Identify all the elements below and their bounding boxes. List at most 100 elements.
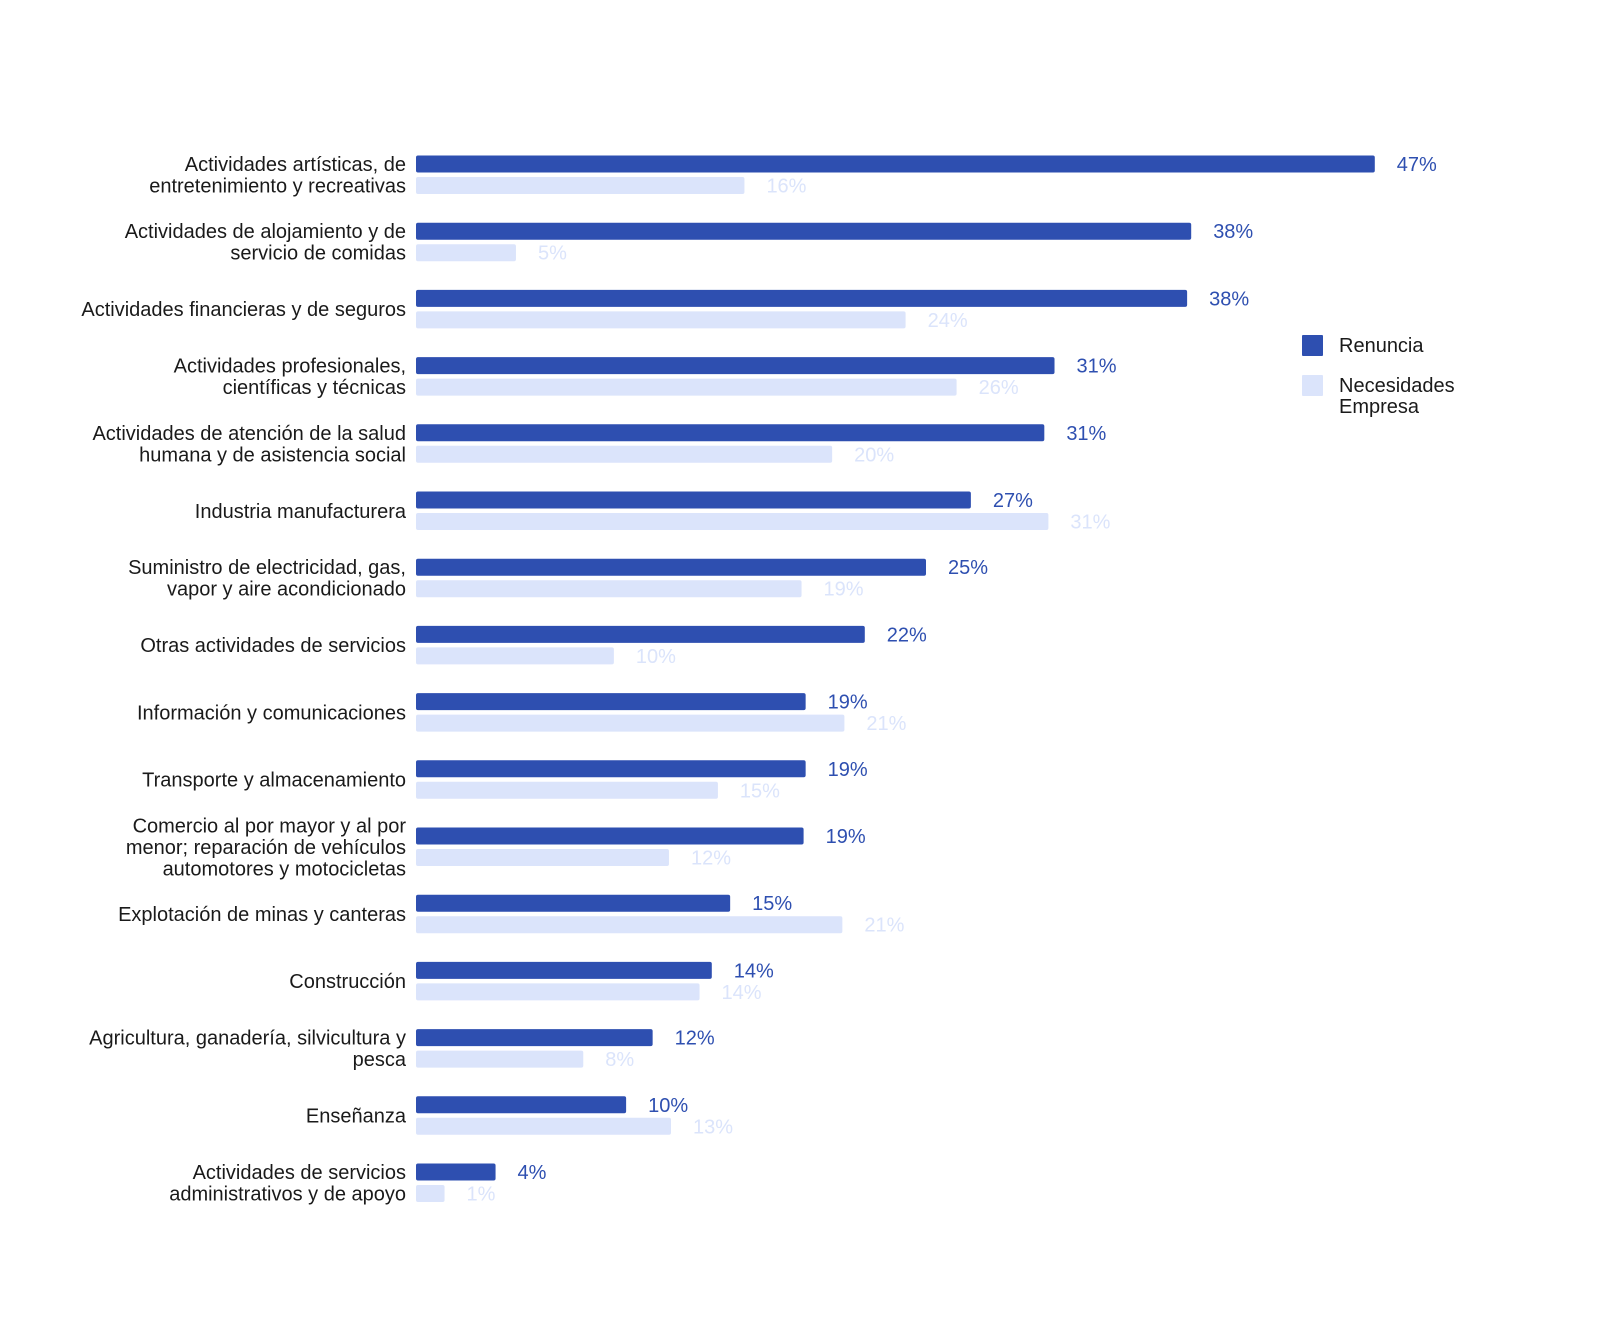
data-label-necesidades-empresa: 26% bbox=[979, 377, 1019, 399]
data-label-necesidades-empresa: 5% bbox=[538, 243, 567, 265]
chart-row: Transporte y almacenamiento 19% 15% bbox=[142, 759, 868, 803]
category-label: Actividades profesionales, científicas y … bbox=[174, 356, 406, 400]
data-label-renuncia: 31% bbox=[1077, 356, 1117, 378]
data-label-necesidades-empresa: 16% bbox=[766, 176, 806, 198]
bar-necesidades-empresa bbox=[416, 244, 516, 262]
chart-row: Otras actividades de servicios 22% 10% bbox=[140, 624, 927, 668]
category-label: Suministro de electricidad, gas, vapor y … bbox=[128, 557, 406, 601]
chart-row: Explotación de minas y canteras 15% 21% bbox=[118, 893, 905, 937]
bar-renuncia bbox=[416, 625, 865, 643]
category-label: Información y comunicaciones bbox=[137, 702, 406, 724]
bar-renuncia bbox=[416, 894, 731, 912]
category-label: Enseñanza bbox=[306, 1106, 407, 1128]
legend-swatch bbox=[1302, 335, 1323, 356]
legend-swatch bbox=[1302, 375, 1323, 396]
category-label-line: menor; reparación de vehículos bbox=[126, 837, 406, 859]
data-label-necesidades-empresa: 1% bbox=[467, 1184, 496, 1206]
chart-rows: Actividades artísticas, de entretenimient… bbox=[81, 154, 1437, 1206]
bar-renuncia bbox=[416, 827, 804, 845]
data-label-necesidades-empresa: 21% bbox=[866, 713, 906, 735]
chart-row: Actividades de alojamiento y de servicio … bbox=[125, 221, 1254, 265]
category-label-line: Actividades de servicios bbox=[193, 1162, 406, 1184]
chart-row: Enseñanza 10%13% bbox=[306, 1095, 733, 1139]
chart-row: Suministro de electricidad, gas, vapor y … bbox=[128, 557, 988, 601]
category-label: Otras actividades de servicios bbox=[140, 635, 406, 657]
category-label: Actividades de atención de la salud human… bbox=[92, 423, 406, 467]
data-label-necesidades-empresa: 21% bbox=[864, 915, 904, 937]
bar-necesidades-empresa bbox=[416, 580, 802, 598]
bar-renuncia bbox=[416, 155, 1375, 173]
bar-necesidades-empresa bbox=[416, 781, 718, 799]
chart-row: Información y comunicaciones 19%21% bbox=[137, 692, 907, 736]
data-label-necesidades-empresa: 8% bbox=[605, 1049, 634, 1071]
category-label: Actividades financieras y de seguros bbox=[81, 299, 406, 321]
data-label-necesidades-empresa: 19% bbox=[824, 579, 864, 601]
chart-row: Actividades de atención de la salud human… bbox=[92, 423, 1106, 467]
category-label-line: Otras actividades de servicios bbox=[140, 635, 406, 657]
category-label-line: Actividades financieras y de seguros bbox=[81, 299, 406, 321]
category-label-line: vapor y aire acondicionado bbox=[167, 579, 406, 601]
chart-row: Construcción 14%14% bbox=[289, 960, 774, 1004]
data-label-renuncia: 38% bbox=[1209, 288, 1249, 310]
data-label-renuncia: 12% bbox=[675, 1028, 715, 1050]
legend-label: Renuncia bbox=[1339, 335, 1424, 357]
legend-label-line: Renuncia bbox=[1339, 335, 1424, 357]
data-label-necesidades-empresa: 15% bbox=[740, 780, 780, 802]
bar-necesidades-empresa bbox=[416, 445, 833, 463]
data-label-necesidades-empresa: 20% bbox=[854, 444, 894, 466]
bar-necesidades-empresa bbox=[416, 849, 669, 866]
chart-row: Comercio al por mayor y al por menor; rep… bbox=[126, 815, 866, 880]
data-label-renuncia: 19% bbox=[828, 692, 868, 714]
bar-renuncia bbox=[416, 1163, 496, 1181]
category-label-line: administrativos y de apoyo bbox=[169, 1184, 406, 1206]
category-label: Comercio al por mayor y al por menor; rep… bbox=[126, 815, 406, 880]
bar-necesidades-empresa bbox=[416, 177, 745, 194]
data-label-necesidades-empresa: 14% bbox=[722, 982, 762, 1004]
bar-necesidades-empresa bbox=[416, 1185, 445, 1202]
category-label-line: Actividades de alojamiento y de bbox=[125, 221, 406, 243]
data-label-necesidades-empresa: 12% bbox=[691, 848, 731, 870]
category-label: Actividades de servicios administrativos … bbox=[169, 1162, 406, 1206]
data-label-renuncia: 25% bbox=[948, 557, 988, 579]
bar-necesidades-empresa bbox=[416, 647, 614, 665]
data-label-necesidades-empresa: 13% bbox=[693, 1116, 733, 1138]
chart-row: Actividades profesionales, científicas y … bbox=[174, 356, 1117, 400]
bar-necesidades-empresa bbox=[416, 311, 906, 329]
bar-renuncia bbox=[416, 222, 1192, 240]
bar-renuncia bbox=[416, 1096, 627, 1114]
category-label: Explotación de minas y canteras bbox=[118, 904, 406, 926]
category-label-line: servicio de comidas bbox=[230, 243, 406, 265]
category-label-line: Construcción bbox=[289, 971, 406, 993]
bar-necesidades-empresa bbox=[416, 1117, 671, 1135]
data-label-renuncia: 22% bbox=[887, 624, 927, 646]
category-label-line: Agricultura, ganadería, silvicultura y bbox=[89, 1028, 406, 1050]
legend-item: Renuncia bbox=[1302, 335, 1424, 357]
bar-necesidades-empresa bbox=[416, 378, 957, 396]
category-label-line: científicas y técnicas bbox=[223, 377, 406, 399]
data-label-renuncia: 14% bbox=[734, 960, 774, 982]
bar-renuncia bbox=[416, 357, 1055, 375]
data-label-necesidades-empresa: 24% bbox=[928, 310, 968, 332]
bar-necesidades-empresa bbox=[416, 1050, 584, 1068]
category-label: Actividades de alojamiento y de servicio … bbox=[125, 221, 406, 265]
category-label-line: Explotación de minas y canteras bbox=[118, 904, 406, 926]
bar-renuncia bbox=[416, 693, 806, 711]
category-label-line: Suministro de electricidad, gas, bbox=[128, 557, 406, 579]
legend: Renuncia Necesidades Empresa bbox=[1302, 335, 1455, 418]
legend-item: Necesidades Empresa bbox=[1302, 375, 1455, 418]
legend-label: Necesidades Empresa bbox=[1339, 375, 1455, 418]
bar-necesidades-empresa bbox=[416, 916, 843, 934]
data-label-renuncia: 27% bbox=[993, 490, 1033, 512]
data-label-renuncia: 15% bbox=[752, 893, 792, 915]
bar-renuncia bbox=[416, 558, 926, 576]
chart-row: Actividades financieras y de seguros 38% 2… bbox=[81, 288, 1249, 332]
bar-renuncia bbox=[416, 491, 971, 509]
bar-renuncia bbox=[416, 424, 1045, 442]
category-label: Agricultura, ganadería, silvicultura y pe… bbox=[89, 1028, 407, 1072]
category-label-line: Comercio al por mayor y al por bbox=[133, 815, 407, 837]
data-label-renuncia: 4% bbox=[518, 1162, 547, 1184]
bar-renuncia bbox=[416, 1029, 653, 1047]
category-label-line: Actividades profesionales, bbox=[174, 356, 406, 378]
bar-renuncia bbox=[416, 961, 712, 979]
